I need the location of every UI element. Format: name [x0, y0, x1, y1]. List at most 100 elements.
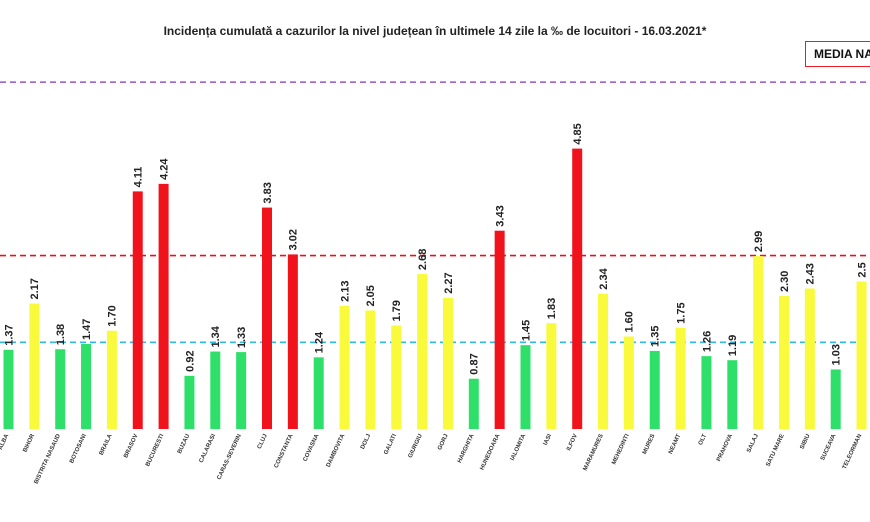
category-label: BISTRITA NASAUD [34, 433, 63, 485]
value-label: 1.03 [831, 344, 843, 365]
category-label: GIURGIU [408, 433, 424, 459]
value-label: 4.24 [158, 158, 170, 180]
value-label: 1.79 [391, 300, 403, 321]
bar-alba [3, 349, 14, 429]
value-label: 1.45 [520, 320, 532, 341]
category-label: PRAHOVA [716, 433, 734, 463]
category-label: SUCEAVA [820, 433, 838, 462]
value-label: 0.87 [469, 353, 481, 374]
bar-dolj [365, 310, 376, 429]
value-label: 2.17 [29, 278, 41, 299]
value-label: 2.27 [443, 272, 455, 293]
category-label: CONSTANTA [274, 433, 295, 469]
chart-title: Incidența cumulată a cazurilor la nivel … [163, 24, 707, 38]
category-label: GALATI [383, 433, 398, 456]
bar-ilfov [572, 148, 583, 429]
bar-caras-severin [236, 352, 247, 429]
value-label: 1.38 [55, 324, 67, 345]
value-label: 1.75 [675, 302, 687, 323]
category-label: BIHOR [23, 433, 37, 454]
bar-bucuresti [158, 183, 169, 429]
category-label: CALARASI [199, 433, 218, 464]
value-label: 1.35 [650, 326, 662, 347]
category-label: BRAILA [99, 433, 114, 457]
bar-suceava [830, 369, 841, 429]
reference-lines [0, 81, 870, 344]
bar-ialomita [520, 345, 531, 429]
category-label: SIBIU [799, 433, 811, 450]
category-label: HARGHITA [457, 433, 476, 464]
value-labels: 1.37 2.17 1.38 1.47 1.70 4.11 4.24 0.92 1.34 1.33… [3, 123, 868, 375]
value-label: 4.85 [572, 123, 584, 144]
bar-buzau [184, 375, 195, 429]
value-label: 4.11 [133, 167, 145, 188]
category-label: BRASOV [123, 433, 139, 459]
bar-mures [649, 350, 660, 429]
bar-giurgiu [417, 274, 428, 429]
bar-bihor [29, 303, 40, 429]
bar-satu-mare [779, 296, 789, 429]
category-label: NEAMT [668, 433, 683, 455]
value-label: 3.83 [262, 182, 274, 203]
value-label: 1.26 [701, 331, 713, 352]
bar-covasna [313, 357, 324, 429]
bar-cluj [262, 207, 272, 429]
bar-gorj [442, 297, 453, 429]
category-label: OLT [698, 433, 708, 446]
bar-neamt [675, 327, 686, 429]
bar-botosani [81, 344, 92, 429]
category-label: DAMBOVITA [326, 433, 347, 469]
category-label: GORJ [437, 433, 450, 451]
category-label: TELEORMAN [842, 433, 863, 470]
value-label: 2.5 [856, 262, 868, 277]
bar-mehedinti [623, 336, 634, 429]
value-label: 1.19 [727, 335, 739, 356]
category-label: MARAMURES [583, 433, 605, 471]
legend-box: MEDIA NA [805, 41, 870, 67]
category-label: BUZAU [177, 433, 191, 455]
bar-olt [701, 356, 712, 429]
value-label: 1.24 [314, 331, 326, 353]
bar-galati [391, 325, 402, 429]
legend-label: MEDIA NA [814, 47, 870, 61]
bar-salaj [753, 256, 764, 429]
bar-constanta [287, 254, 298, 429]
value-label: 2.68 [417, 249, 429, 270]
bar-brasov [132, 191, 143, 429]
category-label: COVASNA [303, 433, 321, 463]
bar-sibiu [804, 288, 815, 429]
value-label: 2.13 [339, 280, 351, 301]
category-label: ALBA [0, 433, 11, 451]
category-label: HUNEDOARA [480, 433, 502, 471]
value-label: 1.37 [3, 324, 15, 345]
bar-harghita [468, 378, 479, 429]
category-label: BOTOSANI [69, 433, 88, 464]
bar-bistrita-nasaud [55, 349, 66, 429]
bar-hunedoara [494, 230, 505, 429]
value-label: 3.02 [288, 229, 300, 250]
value-label: 1.34 [210, 325, 222, 347]
bar-calarasi [210, 351, 221, 429]
value-label: 1.70 [107, 305, 119, 326]
category-label: IASI [543, 433, 554, 446]
bars [3, 148, 867, 429]
category-label: DOLJ [360, 433, 372, 450]
value-label: 2.34 [598, 267, 610, 289]
category-label: SALAJ [746, 433, 760, 453]
category-label: CLUJ [257, 433, 269, 450]
value-label: 1.83 [546, 298, 558, 319]
category-label: MURES [642, 433, 657, 455]
value-label: 2.99 [753, 231, 765, 252]
value-label: 2.05 [365, 285, 377, 306]
bar-prahova [727, 360, 738, 429]
value-label: 0.92 [184, 350, 196, 371]
bar-iasi [546, 323, 557, 429]
value-label: 2.30 [779, 271, 791, 292]
category-label: IALOMITA [510, 433, 528, 462]
value-label: 1.47 [81, 319, 93, 340]
bar-maramures [598, 293, 609, 429]
category-label: CARAS-SEVERIN [217, 433, 243, 481]
category-label: MEHEDINTI [611, 433, 631, 466]
